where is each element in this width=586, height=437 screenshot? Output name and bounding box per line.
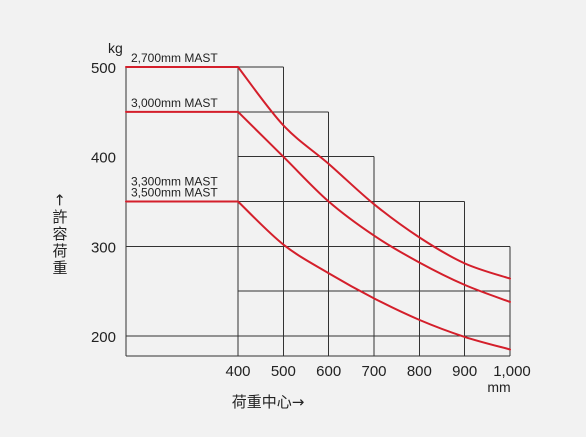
x-tick-label-900: 900 xyxy=(452,363,477,380)
x-tick-label-500: 500 xyxy=(271,363,296,380)
x-tick-label-400: 400 xyxy=(225,363,250,380)
y-axis-label-char-1: 許 xyxy=(52,208,67,226)
grid-layer xyxy=(125,66,511,357)
series-2-curve xyxy=(237,200,511,351)
series-label-0-0: 2,700mm MAST xyxy=(131,51,218,65)
y-axis-label-char-2: 容 xyxy=(52,225,67,243)
y-tick-label-400: 400 xyxy=(91,150,116,167)
label-layer: 2,700mm MAST 3,000mm MAST 3,300mm MAST3,50… xyxy=(91,51,531,380)
x-tick-label-800: 800 xyxy=(407,363,432,380)
y-axis-label-char-0: ← xyxy=(51,194,69,207)
series-layer xyxy=(125,66,511,351)
y-axis-label-char-4: 重 xyxy=(52,259,67,277)
y-axis-label-char-3: 荷 xyxy=(52,242,67,260)
series-label-2-0: 3,300mm MAST xyxy=(131,175,218,189)
series-label-1-0: 3,000mm MAST xyxy=(131,96,218,110)
y-tick-label-300: 300 xyxy=(91,239,116,256)
series-1-curve xyxy=(237,110,511,303)
x-axis-label: 荷重中心→ xyxy=(232,393,305,411)
series-label-2-1: 3,500mm MAST xyxy=(131,186,218,200)
x-axis-unit: mm xyxy=(487,379,510,395)
x-tick-label-600: 600 xyxy=(316,363,341,380)
series-0-curve xyxy=(237,66,511,280)
y-axis-unit: kg xyxy=(108,40,123,56)
x-tick-label-700: 700 xyxy=(361,363,386,380)
y-tick-label-200: 200 xyxy=(91,329,116,346)
y-tick-label-500: 500 xyxy=(91,60,116,77)
x-tick-label-1000: 1,000 xyxy=(493,363,531,380)
